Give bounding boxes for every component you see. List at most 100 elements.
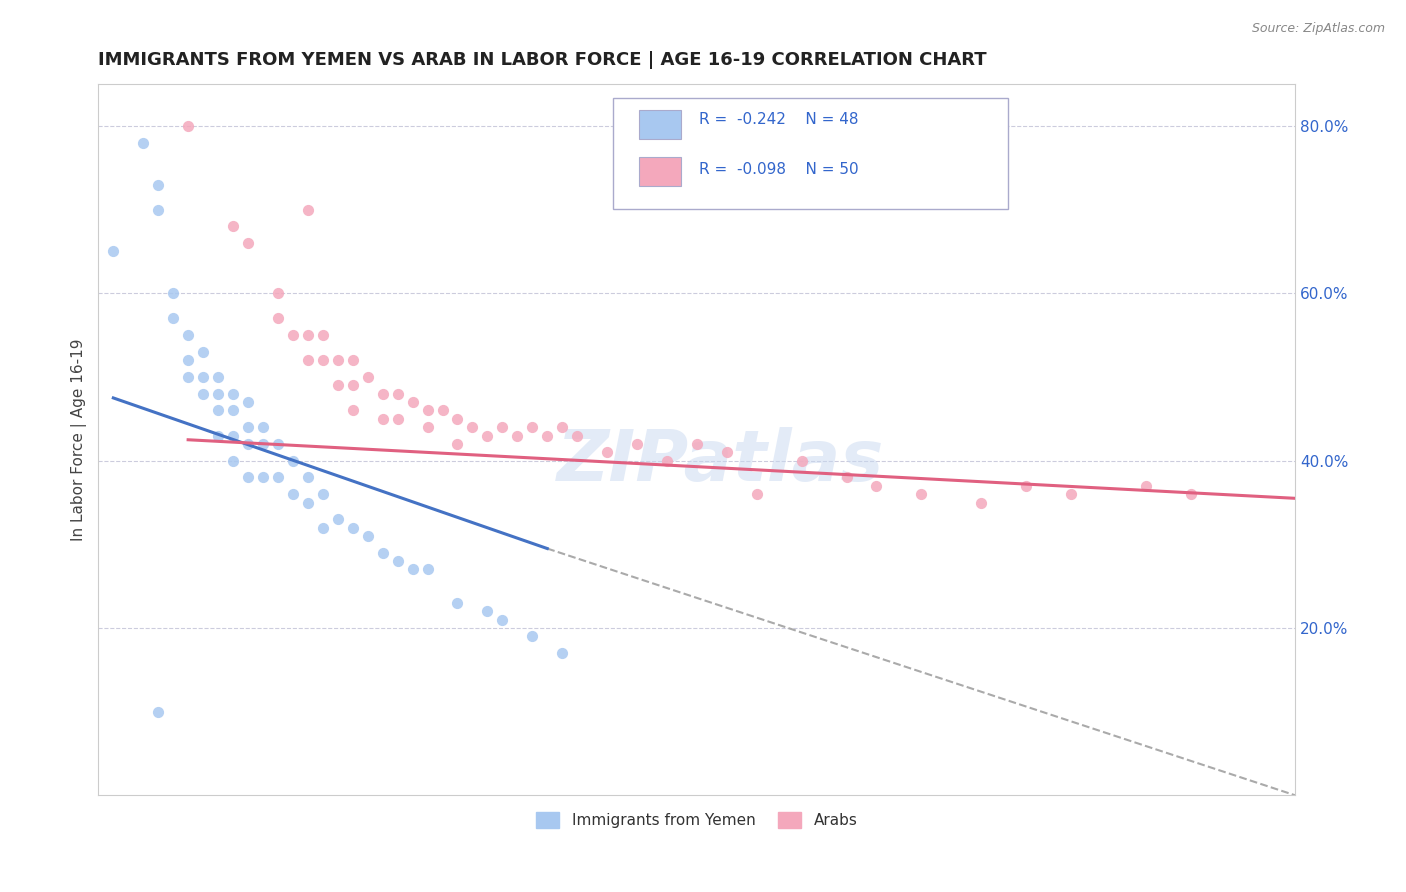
Point	[477, 604, 499, 618]
Text: Source: ZipAtlas.com: Source: ZipAtlas.com	[1251, 22, 1385, 36]
Point	[387, 554, 409, 568]
Point	[522, 420, 544, 434]
FancyBboxPatch shape	[640, 111, 682, 139]
Point	[148, 178, 170, 192]
FancyBboxPatch shape	[640, 157, 682, 186]
Point	[326, 378, 349, 392]
Point	[596, 445, 619, 459]
Point	[312, 487, 335, 501]
Point	[416, 403, 439, 417]
Point	[312, 328, 335, 343]
Point	[401, 562, 423, 576]
Point	[910, 487, 932, 501]
Point	[236, 470, 259, 484]
Point	[236, 420, 259, 434]
Point	[865, 479, 887, 493]
Point	[252, 437, 274, 451]
Point	[446, 596, 468, 610]
Point	[297, 353, 319, 368]
Point	[267, 437, 290, 451]
Point	[222, 403, 245, 417]
FancyBboxPatch shape	[613, 98, 1008, 209]
Point	[371, 412, 394, 426]
Point	[267, 286, 290, 301]
Point	[207, 403, 229, 417]
Point	[312, 521, 335, 535]
Point	[191, 386, 214, 401]
Point	[281, 487, 304, 501]
Point	[222, 219, 245, 234]
Point	[477, 428, 499, 442]
Point	[297, 495, 319, 509]
Y-axis label: In Labor Force | Age 16-19: In Labor Force | Age 16-19	[72, 338, 87, 541]
Point	[312, 353, 335, 368]
Point	[267, 470, 290, 484]
Point	[416, 420, 439, 434]
Point	[148, 705, 170, 719]
Point	[686, 437, 709, 451]
Point	[461, 420, 484, 434]
Point	[342, 521, 364, 535]
Point	[207, 386, 229, 401]
Point	[536, 428, 558, 442]
Point	[177, 119, 200, 133]
Text: ZIPatlas: ZIPatlas	[557, 426, 884, 496]
Text: R =  -0.098    N = 50: R = -0.098 N = 50	[699, 162, 859, 177]
Point	[446, 412, 468, 426]
Point	[177, 353, 200, 368]
Point	[222, 453, 245, 467]
Point	[132, 136, 155, 150]
Point	[1135, 479, 1157, 493]
Point	[236, 395, 259, 409]
Point	[297, 328, 319, 343]
Point	[790, 453, 813, 467]
Point	[567, 428, 589, 442]
Point	[1015, 479, 1038, 493]
Point	[522, 629, 544, 643]
Point	[357, 370, 380, 384]
Point	[655, 453, 678, 467]
Point	[835, 470, 858, 484]
Point	[326, 353, 349, 368]
Point	[342, 353, 364, 368]
Point	[236, 236, 259, 251]
Point	[236, 437, 259, 451]
Point	[207, 370, 229, 384]
Point	[222, 386, 245, 401]
Text: R =  -0.242    N = 48: R = -0.242 N = 48	[699, 112, 859, 128]
Point	[326, 512, 349, 526]
Point	[491, 420, 513, 434]
Point	[267, 311, 290, 326]
Point	[416, 562, 439, 576]
Point	[297, 470, 319, 484]
Text: IMMIGRANTS FROM YEMEN VS ARAB IN LABOR FORCE | AGE 16-19 CORRELATION CHART: IMMIGRANTS FROM YEMEN VS ARAB IN LABOR F…	[98, 51, 987, 69]
Point	[387, 412, 409, 426]
Point	[446, 437, 468, 451]
Point	[626, 437, 648, 451]
Point	[745, 487, 768, 501]
Point	[491, 613, 513, 627]
Point	[387, 386, 409, 401]
Point	[551, 420, 574, 434]
Point	[177, 370, 200, 384]
Point	[371, 386, 394, 401]
Point	[970, 495, 993, 509]
Point	[506, 428, 529, 442]
Point	[103, 244, 125, 259]
Point	[281, 328, 304, 343]
Point	[297, 202, 319, 217]
Point	[432, 403, 454, 417]
Point	[716, 445, 738, 459]
Point	[162, 286, 184, 301]
Legend: Immigrants from Yemen, Arabs: Immigrants from Yemen, Arabs	[530, 805, 863, 834]
Point	[252, 470, 274, 484]
Point	[252, 420, 274, 434]
Point	[401, 395, 423, 409]
Point	[207, 428, 229, 442]
Point	[1060, 487, 1083, 501]
Point	[148, 202, 170, 217]
Point	[1180, 487, 1202, 501]
Point	[191, 345, 214, 359]
Point	[177, 328, 200, 343]
Point	[191, 370, 214, 384]
